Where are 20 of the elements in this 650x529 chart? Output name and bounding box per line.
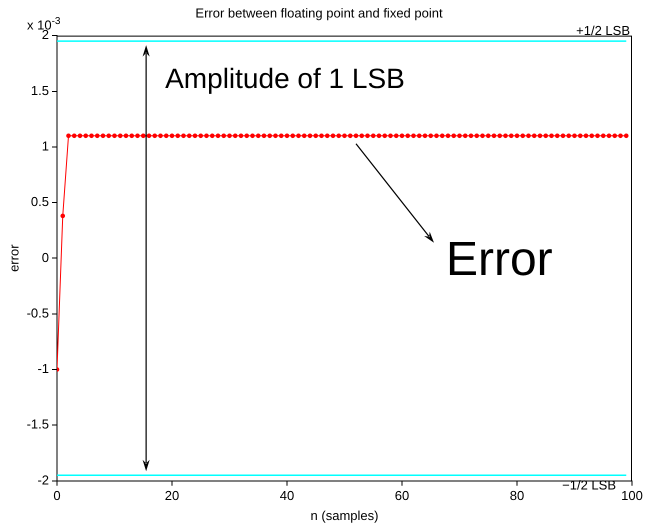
chart-title: Error between floating point and fixed point (195, 5, 443, 20)
y-tick-label: 0.5 (30, 194, 49, 210)
annotation: Amplitude of 1 LSB (165, 63, 405, 94)
x-tick-label: 0 (53, 488, 61, 504)
annotation: Error (446, 232, 553, 286)
y-tick-label: -1 (37, 361, 49, 376)
ref-line-label: +1/2 LSB (576, 23, 630, 38)
y-tick-label: -0.5 (26, 305, 49, 320)
y-tick-label: 1 (42, 138, 49, 154)
x-tick-label: 100 (621, 488, 643, 504)
x-axis-title: n (samples) (310, 508, 378, 523)
x-tick-label: 80 (510, 488, 524, 504)
y-axis-title: error (6, 244, 22, 272)
y-tick-label: 1.5 (30, 82, 49, 98)
x-tick-label: 60 (394, 488, 410, 504)
x-tick-label: 20 (164, 488, 180, 504)
x-tick-label: 40 (280, 488, 294, 504)
y-tick-label: 0 (42, 250, 49, 265)
y-tick-label: -2 (37, 472, 49, 488)
y-tick-label: -1.5 (26, 416, 49, 432)
